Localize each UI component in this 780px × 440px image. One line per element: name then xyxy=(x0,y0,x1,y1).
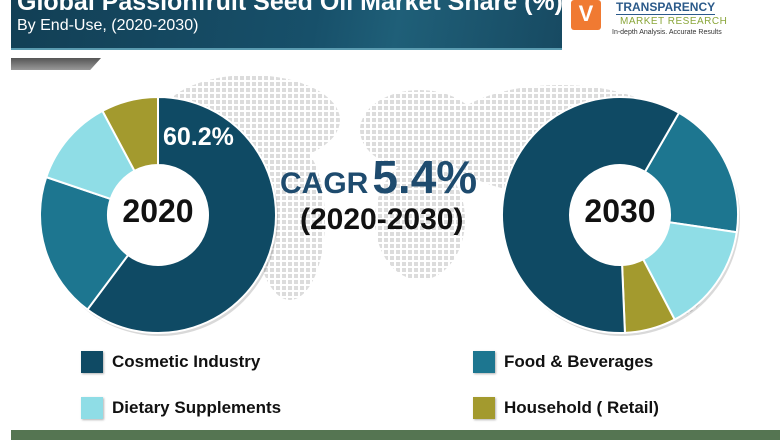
legend-item-cosmetic: Cosmetic Industry xyxy=(81,351,260,373)
donut-slice-2020-household-retail xyxy=(101,95,159,173)
logo-line1: TRANSPARENCY xyxy=(616,0,716,15)
legend-swatch xyxy=(81,397,103,419)
center-label-2020: 2020 xyxy=(122,193,194,229)
decorative-bar xyxy=(11,58,101,70)
logo-mark-icon: V xyxy=(571,0,601,30)
legend-swatch xyxy=(473,351,495,373)
footer-bar xyxy=(11,430,780,440)
logo-line2: MARKET RESEARCH xyxy=(620,16,728,27)
legend-swatch xyxy=(473,397,495,419)
legend-label: Cosmetic Industry xyxy=(112,352,261,371)
legend-item-household: Household ( Retail) xyxy=(473,397,659,419)
center-label-2030: 2030 xyxy=(584,193,656,229)
chart-title: Global Passionfruit Seed Oil Market Shar… xyxy=(17,0,563,16)
company-logo: V TRANSPARENCY MARKET RESEARCH In-depth … xyxy=(568,0,768,48)
legend-label: Household ( Retail) xyxy=(504,398,659,417)
legend-label: Food & Beverages xyxy=(504,352,654,371)
title-banner: Global Passionfruit Seed Oil Market Shar… xyxy=(11,0,563,50)
cagr-period: (2020-2030) xyxy=(300,203,464,236)
legend-item-food: Food & Beverages xyxy=(473,351,653,373)
chart-subtitle: By End-Use, (2020-2030) xyxy=(17,17,199,34)
legend-label: Dietary Supplements xyxy=(112,398,282,417)
donut-hole xyxy=(108,165,208,265)
legend-item-dietary: Dietary Supplements xyxy=(81,397,281,419)
cagr-value: 5.4% xyxy=(372,151,478,203)
logo-tagline: In-depth Analysis. Accurate Results xyxy=(612,29,722,36)
donut-hole xyxy=(570,165,670,265)
data-label-2020-cosmetic: 60.2% xyxy=(163,123,234,151)
cagr-label: CAGR xyxy=(280,167,369,200)
cagr-callout: CAGR5.4% xyxy=(280,150,477,204)
legend-swatch xyxy=(81,351,103,373)
